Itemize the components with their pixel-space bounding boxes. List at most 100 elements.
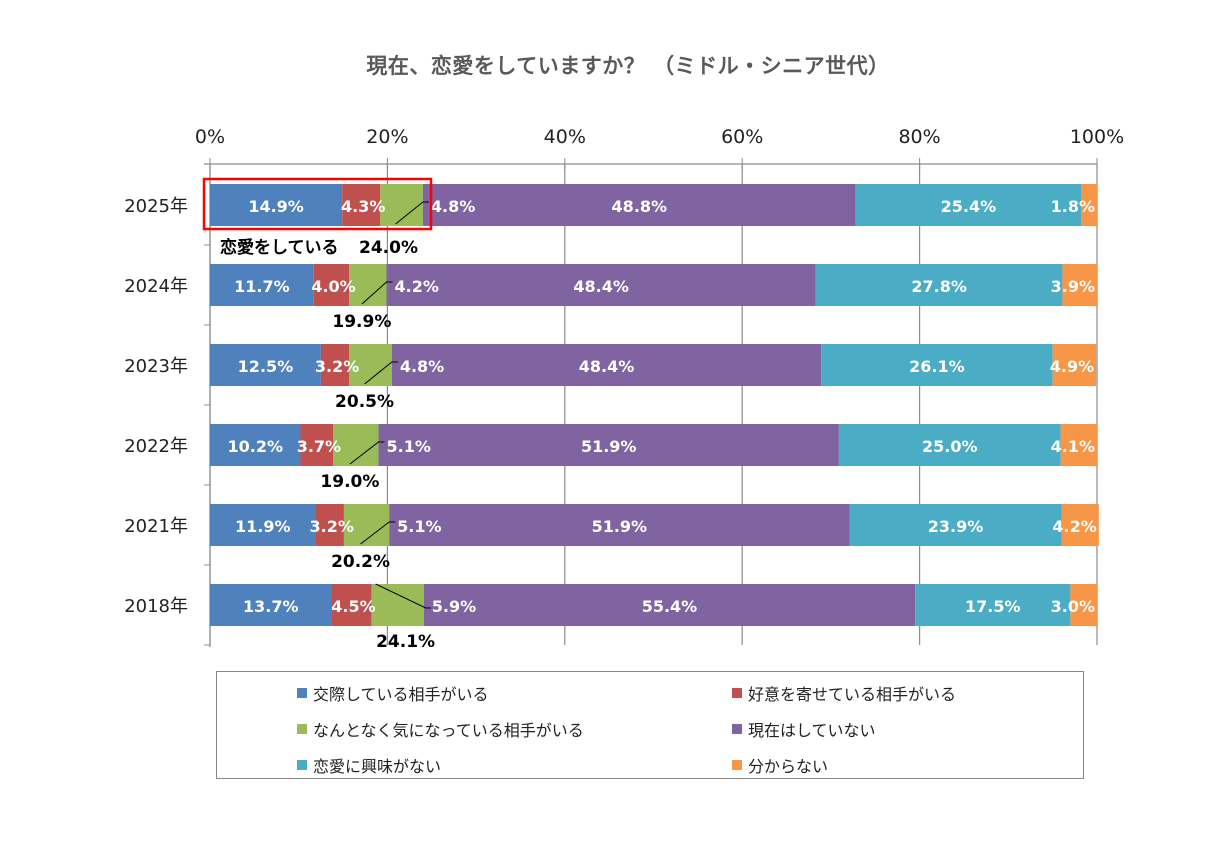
bar-segment (331, 584, 372, 626)
bar-segment (320, 344, 350, 386)
bar-segment (838, 424, 1061, 466)
segment-value-label: 5.1% (397, 517, 441, 536)
segment-value-label: 5.1% (387, 437, 431, 456)
leader-line (395, 201, 429, 225)
bar-segment (210, 584, 332, 626)
bar-segment (378, 424, 839, 466)
segment-value-label: 55.4% (642, 597, 698, 616)
bar-segment (210, 344, 321, 386)
segment-value-label: 14.9% (248, 197, 304, 216)
legend-swatch (732, 760, 742, 770)
bar-segment (386, 264, 816, 306)
in-love-total-label: 20.2% (331, 552, 390, 572)
legend-item: 好意を寄せている相手がいる (732, 681, 956, 705)
bar-segment (342, 184, 381, 226)
bar-segment (821, 344, 1053, 386)
legend-label: なんとなく気になっている相手がいる (313, 721, 584, 740)
bar-segment (313, 264, 350, 306)
segment-value-label: 4.8% (431, 197, 475, 216)
in-love-total-label: 24.1% (376, 632, 435, 652)
legend-item: 恋愛に興味がない (297, 753, 441, 777)
segment-value-label: 23.9% (928, 517, 984, 536)
segment-value-label: 27.8% (911, 277, 967, 296)
segment-value-label: 3.2% (315, 357, 359, 376)
segment-value-label: 4.2% (1052, 517, 1096, 536)
segment-value-label: 3.9% (1051, 277, 1095, 296)
bar-segment (389, 504, 850, 546)
leader-line (375, 583, 431, 609)
segment-value-label: 11.7% (234, 277, 290, 296)
bar-segment (1062, 264, 1097, 306)
bar-segment (849, 504, 1062, 546)
segment-value-label: 51.9% (581, 437, 637, 456)
bar-segment (915, 584, 1071, 626)
bar-segment (391, 344, 822, 386)
segment-value-label: 10.2% (227, 437, 283, 456)
legend-item: 現在はしていない (732, 717, 876, 741)
leader-line (364, 361, 398, 385)
segment-value-label: 11.9% (235, 517, 291, 536)
segment-value-label: 4.3% (341, 197, 385, 216)
bar-segment (371, 584, 424, 626)
in-love-total-label: 20.5% (335, 392, 394, 412)
segment-value-label: 13.7% (243, 597, 299, 616)
in-love-total-label: 19.0% (320, 472, 379, 492)
leader-line (349, 441, 385, 465)
bar-segment (1081, 184, 1097, 226)
bar-segment (315, 504, 344, 546)
bar-segment (423, 584, 916, 626)
segment-value-label: 4.1% (1051, 437, 1095, 456)
bar-segment (210, 504, 316, 546)
bar-segment (210, 424, 301, 466)
legend-item: 交際している相手がいる (297, 681, 489, 705)
segment-value-label: 3.0% (1051, 597, 1095, 616)
data-labels: 14.9% 4.3% 4.8% 48.8% 25.4% 1.8% 11.7% 4.0% 4.2%… (227, 197, 1096, 616)
legend-swatch (732, 688, 742, 698)
bar-segment (210, 264, 314, 306)
legend-label: 現在はしていない (748, 721, 876, 740)
legend-swatch (297, 760, 307, 770)
x-tick-label: 80% (898, 126, 940, 148)
segment-value-label: 4.8% (400, 357, 444, 376)
legend-label: 分からない (748, 757, 829, 776)
bar-segment (1052, 344, 1097, 386)
segment-value-label: 17.5% (965, 597, 1021, 616)
highlight-box (202, 177, 433, 231)
x-tick-label: 60% (721, 126, 763, 148)
segment-value-label: 48.4% (579, 357, 635, 376)
segment-value-label: 4.9% (1050, 357, 1094, 376)
leader-line (361, 281, 393, 305)
segment-value-label: 4.5% (331, 597, 375, 616)
leader-line (360, 521, 396, 545)
category-label: 2023年 (124, 356, 188, 377)
segment-value-label: 12.5% (238, 357, 294, 376)
segment-value-label: 25.4% (941, 197, 997, 216)
segment-value-label: 5.9% (432, 597, 476, 616)
legend-swatch (297, 688, 307, 698)
in-love-total-label: 24.0% (359, 238, 418, 258)
in-love-total-label: 19.9% (332, 312, 391, 332)
x-tick-label: 100% (1070, 126, 1124, 148)
x-tick-label: 20% (366, 126, 408, 148)
segment-value-label: 3.7% (297, 437, 341, 456)
bar-segment (815, 264, 1063, 306)
legend-item: 分からない (732, 753, 828, 777)
x-tick-label: 0% (195, 126, 225, 148)
chart-title: 現在、恋愛をしていますか？ （ミドル・シニア世代） (366, 54, 890, 78)
x-tick-label: 40% (544, 126, 586, 148)
legend-label: 交際している相手がいる (313, 685, 489, 704)
legend-item: なんとなく気になっている相手がいる (297, 717, 584, 741)
bar-segment (855, 184, 1082, 226)
category-label: 2022年 (124, 436, 188, 457)
bar-segment (210, 184, 343, 226)
bars (210, 184, 1099, 626)
bar-segment (1070, 584, 1097, 626)
legend-label: 恋愛に興味がない (313, 757, 442, 776)
legend: 交際している相手がいる 好意を寄せている相手がいるなんとなく気になっている相手がい… (216, 671, 1084, 779)
highlight-label: 恋愛をしている (220, 237, 339, 258)
segment-value-label: 1.8% (1051, 197, 1095, 216)
segment-value-label: 48.8% (612, 197, 668, 216)
category-label: 2025年 (124, 196, 188, 217)
bar-segment (422, 184, 856, 226)
